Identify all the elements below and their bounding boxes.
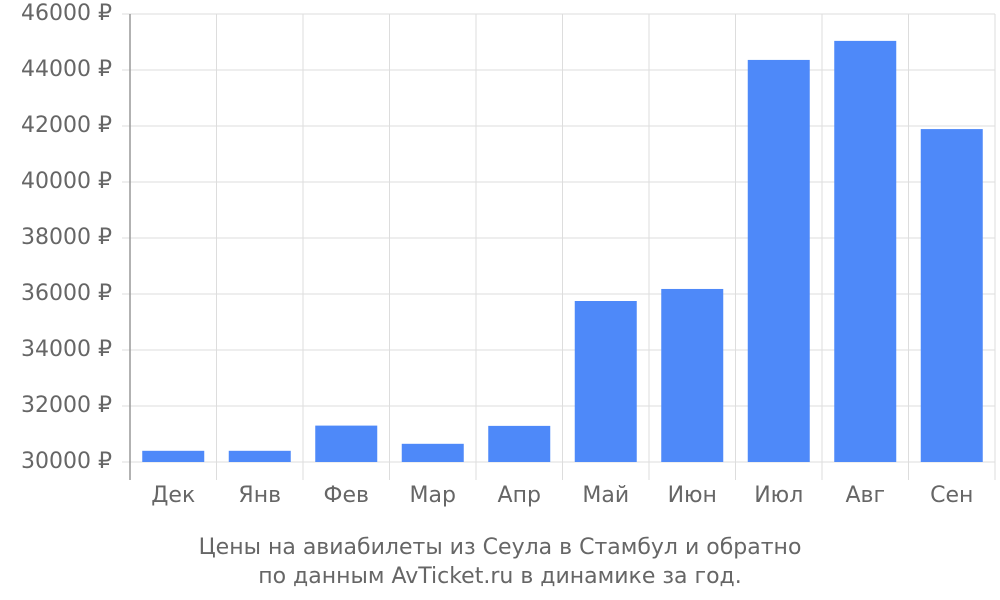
bar <box>401 443 464 462</box>
y-tick-label: 38000 ₽ <box>21 225 112 250</box>
bar <box>834 40 897 462</box>
y-tick-label: 30000 ₽ <box>21 449 112 474</box>
bar <box>488 425 551 462</box>
x-tick-label: Сен <box>930 483 973 508</box>
x-tick-label: Мар <box>410 483 456 508</box>
bar <box>920 129 983 462</box>
y-tick-label: 36000 ₽ <box>21 281 112 306</box>
x-tick-label: Фев <box>324 483 369 508</box>
x-tick-label: Июн <box>668 483 717 508</box>
x-tick-label: Май <box>582 483 629 508</box>
x-tick-label: Янв <box>238 483 281 508</box>
bar <box>661 288 724 462</box>
bar <box>142 450 205 462</box>
bar <box>315 425 378 462</box>
y-tick-label: 46000 ₽ <box>21 1 112 26</box>
y-tick-label: 40000 ₽ <box>21 169 112 194</box>
bar <box>228 450 291 462</box>
bar <box>574 301 637 462</box>
y-tick-label: 32000 ₽ <box>21 393 112 418</box>
x-tick-label: Июл <box>754 483 803 508</box>
y-tick-label: 44000 ₽ <box>21 57 112 82</box>
x-tick-label: Дек <box>151 483 195 508</box>
chart-title: Цены на авиабилеты из Сеула в Стамбул и … <box>199 535 802 560</box>
x-tick-label: Авг <box>845 483 885 508</box>
chart-title: по данным AvTicket.ru в динамике за год. <box>258 564 742 589</box>
y-tick-label: 34000 ₽ <box>21 337 112 362</box>
y-tick-label: 42000 ₽ <box>21 113 112 138</box>
x-tick-label: Апр <box>498 483 541 508</box>
bar <box>747 59 810 463</box>
